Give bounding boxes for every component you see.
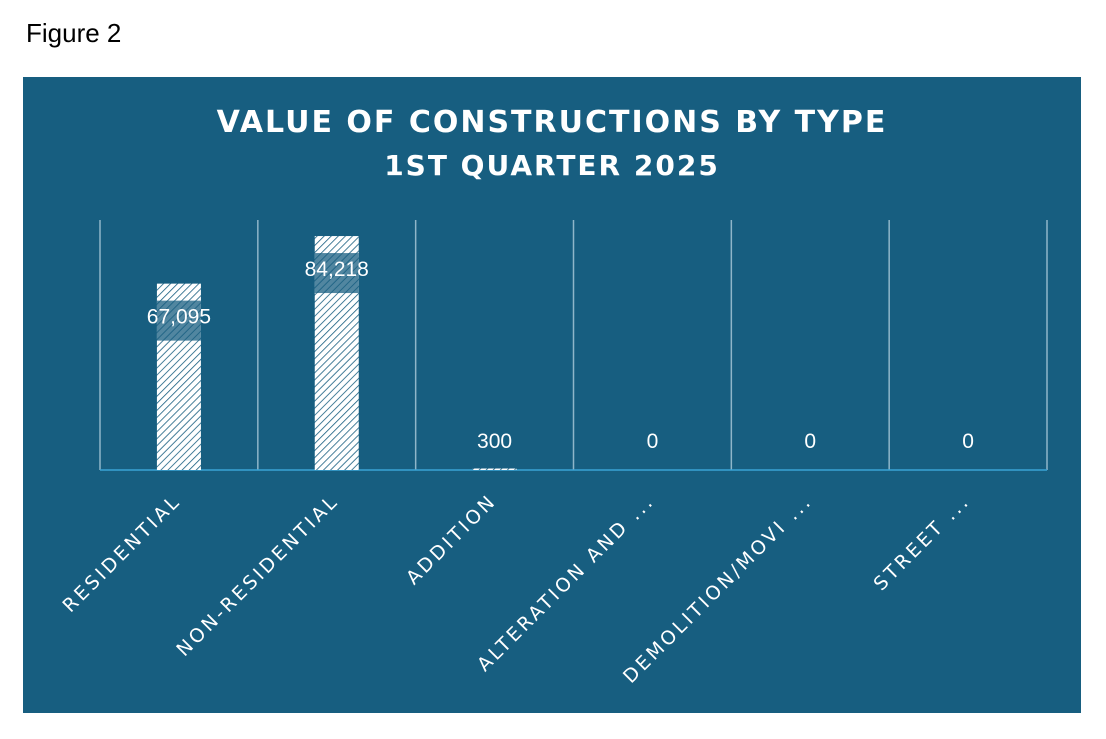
tick-label: DEMOLITION/MOVI ... bbox=[619, 490, 817, 688]
tick-label: RESIDENTIAL bbox=[59, 490, 186, 617]
bar-chart: 67,095 84,218 300 0 0 0 RESIDENTIALNON-RESIDE… bbox=[59, 220, 1048, 688]
chart-title: VALUE OF CONSTRUCTIONS BY TYPE bbox=[216, 105, 888, 140]
data-label: 67,095 bbox=[147, 306, 211, 329]
data-label: 0 bbox=[647, 430, 659, 453]
data-label: 300 bbox=[477, 430, 512, 453]
tick-label: NON-RESIDENTIAL bbox=[172, 490, 343, 661]
chart-panel: VALUE OF CONSTRUCTIONS BY TYPE 1ST QUART… bbox=[23, 77, 1081, 713]
tick-label: ALTERATION AND ... bbox=[473, 490, 659, 676]
data-label: 0 bbox=[804, 430, 816, 453]
data-label: 0 bbox=[962, 430, 974, 453]
chart-subtitle: 1ST QUARTER 2025 bbox=[384, 149, 720, 182]
data-label-background bbox=[314, 253, 359, 294]
data-label: 84,218 bbox=[305, 258, 369, 281]
data-label-background bbox=[156, 300, 201, 341]
figure-label: Figure 2 bbox=[26, 18, 122, 48]
bar-2 bbox=[472, 468, 517, 470]
tick-label: STREET ... bbox=[870, 490, 975, 595]
tick-label: ADDITION bbox=[402, 490, 501, 589]
